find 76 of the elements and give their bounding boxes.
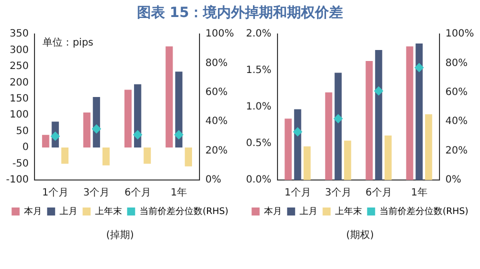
y-tick-label: 50 — [16, 126, 29, 137]
y-tick-label: 350 — [10, 28, 29, 40]
bar — [334, 72, 342, 180]
y-tick-label: 0.0% — [246, 174, 272, 186]
bar — [304, 146, 311, 180]
y-tick-label: 2.0% — [246, 28, 272, 40]
y-tick-label: 200 — [10, 77, 29, 88]
y2-tick-label: 80% — [445, 58, 468, 69]
point — [293, 127, 302, 136]
point — [174, 130, 184, 140]
bar — [344, 140, 352, 180]
legend-label: 当前价差分位数(RHS) — [140, 206, 228, 217]
bar — [384, 135, 392, 180]
x-axis-title: (掉期) — [105, 228, 135, 242]
y2-tick-label: 60% — [205, 86, 228, 98]
legend-label: 本月 — [264, 206, 282, 217]
x-tick-label: 3个月 — [83, 186, 110, 199]
bar — [175, 72, 182, 148]
bar — [124, 90, 132, 148]
bar — [61, 148, 68, 164]
y2-tick-label: 0% — [205, 174, 222, 186]
y-tick-label: 0.5% — [246, 138, 272, 150]
bar — [366, 61, 373, 180]
y-tick-label: 250 — [10, 61, 29, 72]
bar — [406, 46, 414, 180]
legend-label: 上年末 — [95, 206, 122, 217]
point — [414, 63, 424, 72]
point — [374, 86, 384, 96]
point — [133, 130, 142, 140]
text: 图表 15：境内外掉期和期权价差 — [136, 4, 344, 22]
x-tick-label: 1个月 — [284, 186, 311, 199]
y2-tick-label: 60% — [445, 86, 468, 98]
bar — [284, 118, 292, 180]
bar — [416, 43, 423, 180]
bar — [184, 148, 192, 166]
x-axis-title: (期权) — [345, 228, 375, 242]
bar — [102, 148, 110, 166]
y-tick-label: 1.5% — [246, 65, 272, 76]
y-tick-label: 0 — [22, 142, 29, 154]
x-tick-label: 1年 — [410, 186, 428, 199]
y2-tick-label: 80% — [205, 58, 228, 69]
x-tick-label: 6个月 — [124, 186, 151, 199]
legend-label: 上月 — [60, 206, 78, 217]
bar — [375, 50, 382, 180]
annotation: 单位：pips — [42, 36, 94, 49]
y-tick-label: -100 — [6, 174, 29, 186]
y2-tick-label: 0% — [445, 174, 462, 186]
bar — [144, 148, 151, 164]
y-tick-label: 1.0% — [246, 102, 272, 113]
y-tick-label: 150 — [10, 93, 29, 104]
y2-tick-label: 40% — [445, 116, 468, 128]
point — [50, 132, 60, 141]
x-tick-label: 1个月 — [42, 186, 68, 199]
y-tick-label: 300 — [10, 44, 29, 56]
bar — [83, 112, 90, 148]
x-tick-label: 1年 — [170, 186, 188, 199]
x-tick-label: 6个月 — [365, 186, 392, 199]
bar — [425, 114, 432, 180]
point — [92, 124, 101, 134]
legend-label: 上年末 — [335, 206, 362, 217]
y2-tick-label: 100% — [445, 28, 474, 40]
legend-label: 本月 — [24, 206, 42, 217]
y-tick-label: 100 — [10, 110, 29, 121]
bar — [294, 109, 302, 180]
y2-tick-label: 100% — [205, 28, 234, 40]
bar — [42, 134, 50, 148]
bar — [325, 92, 332, 180]
bar — [166, 46, 173, 148]
y2-tick-label: 20% — [205, 145, 228, 156]
x-tick-label: 3个月 — [324, 186, 352, 199]
legend-label: 上月 — [300, 206, 318, 217]
y2-tick-label: 40% — [205, 116, 228, 128]
y-tick-label: -50 — [12, 158, 29, 170]
point — [334, 114, 343, 124]
y2-tick-label: 20% — [445, 145, 468, 156]
legend-label: 当前价差分位数(RHS) — [380, 206, 468, 217]
